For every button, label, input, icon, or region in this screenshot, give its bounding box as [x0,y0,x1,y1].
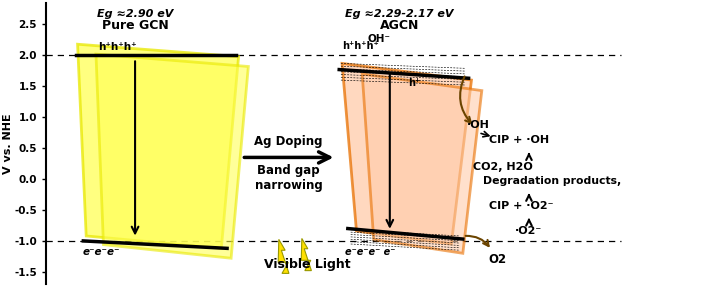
Y-axis label: V vs. NHE: V vs. NHE [3,113,13,174]
Text: ·O2⁻: ·O2⁻ [515,226,542,236]
Text: O2: O2 [488,253,506,265]
Text: h⁺h⁺h⁺: h⁺h⁺h⁺ [98,42,136,53]
Text: Visible Light: Visible Light [264,258,351,271]
Text: h⁺: h⁺ [408,78,420,88]
Polygon shape [77,44,239,248]
Text: Degradation products,: Degradation products, [483,176,621,186]
Text: CIP + ·O2⁻: CIP + ·O2⁻ [488,201,553,211]
Text: AGCN: AGCN [380,19,420,32]
Text: h⁺h⁺h⁺: h⁺h⁺h⁺ [342,41,379,51]
Text: Eg ≈2.90 eV: Eg ≈2.90 eV [97,9,173,20]
Text: CIP + ·OH: CIP + ·OH [488,135,549,145]
Text: ·OH: ·OH [467,120,490,130]
Polygon shape [301,238,312,271]
Text: Band gap
narrowing: Band gap narrowing [255,164,322,192]
Polygon shape [278,239,289,274]
Text: Eg ≈2.29-2.17 eV: Eg ≈2.29-2.17 eV [345,9,454,20]
Text: e⁻e⁻e⁻: e⁻e⁻e⁻ [82,247,120,257]
Text: e⁻e⁻e⁻ e⁻: e⁻e⁻e⁻ e⁻ [345,247,395,257]
Text: CO2, H2O: CO2, H2O [473,162,533,172]
Polygon shape [96,54,248,258]
Text: Ag Doping: Ag Doping [254,135,323,148]
Polygon shape [362,74,482,253]
Text: Pure GCN: Pure GCN [102,19,168,32]
Polygon shape [342,63,471,244]
Text: OH⁻: OH⁻ [368,34,391,44]
